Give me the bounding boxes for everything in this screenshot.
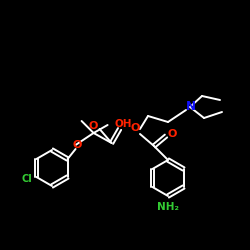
Text: O: O bbox=[89, 121, 98, 131]
Text: N: N bbox=[186, 100, 196, 114]
Text: NH₂: NH₂ bbox=[157, 202, 179, 212]
Text: Cl: Cl bbox=[21, 174, 32, 184]
Text: O: O bbox=[73, 140, 82, 150]
Text: OH: OH bbox=[115, 119, 132, 129]
Text: O: O bbox=[167, 129, 177, 139]
Text: O: O bbox=[130, 123, 140, 133]
